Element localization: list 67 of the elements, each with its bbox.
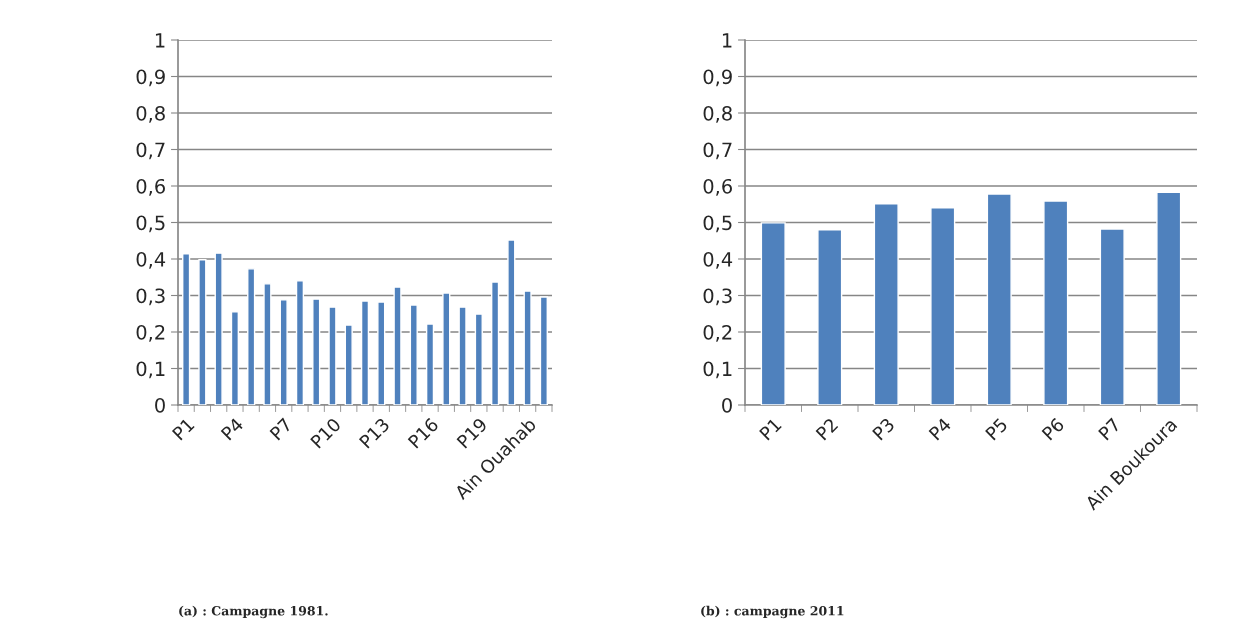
y-tick-label: 0,4 bbox=[703, 251, 733, 269]
y-tick-label: 0,5 bbox=[703, 215, 732, 233]
bar bbox=[458, 306, 467, 405]
y-tick-label: 1 bbox=[155, 33, 165, 48]
y-tick-label: 0,8 bbox=[703, 105, 732, 123]
x-tick-label: P13 bbox=[358, 417, 391, 449]
y-tick-label: 0,9 bbox=[703, 69, 732, 87]
x-tick-label: P1 bbox=[171, 417, 195, 441]
x-tick-label: P4 bbox=[220, 417, 244, 441]
y-tick-label: 0,3 bbox=[136, 288, 165, 306]
bar bbox=[230, 311, 240, 405]
x-tick-label: P4 bbox=[928, 417, 952, 441]
x-tick-label: P2 bbox=[815, 417, 839, 441]
y-tick-label: 0,7 bbox=[703, 142, 732, 160]
y-tick-label: 0 bbox=[722, 397, 732, 413]
bar bbox=[279, 299, 288, 405]
bar bbox=[817, 229, 843, 405]
bar bbox=[873, 203, 899, 405]
x-tick-label: P10 bbox=[310, 417, 342, 449]
y-tick-label: 0,9 bbox=[136, 69, 165, 87]
y-tick-label: 0,5 bbox=[136, 215, 165, 233]
bar bbox=[214, 252, 223, 405]
x-tick-label: P7 bbox=[269, 417, 293, 441]
bar bbox=[182, 253, 191, 405]
bar bbox=[247, 268, 256, 405]
bar bbox=[377, 301, 386, 405]
bar bbox=[507, 239, 516, 405]
bar bbox=[425, 323, 435, 405]
bar bbox=[312, 298, 321, 405]
text: (b) : campagne 2011 bbox=[701, 605, 844, 619]
bar bbox=[1099, 228, 1125, 405]
y-tick-label: 0,3 bbox=[703, 288, 732, 306]
y-tick-label: 0,2 bbox=[703, 324, 732, 342]
bar bbox=[295, 280, 305, 405]
bar bbox=[360, 300, 370, 405]
y-tick-label: 0,2 bbox=[136, 324, 165, 342]
y-tick-label: 1 bbox=[722, 33, 732, 48]
x-tick-label: P1 bbox=[759, 417, 782, 441]
y-tick-label: 0 bbox=[155, 397, 165, 413]
bar bbox=[393, 286, 402, 405]
y-tick-label: 0,7 bbox=[136, 142, 165, 160]
y-tick-label: 0,6 bbox=[136, 178, 165, 196]
bar bbox=[930, 207, 956, 405]
text: (a) : Campagne 1981. bbox=[179, 605, 328, 619]
x-tick-label: P3 bbox=[871, 417, 896, 441]
bar bbox=[1043, 200, 1069, 405]
y-tick-label: 0,1 bbox=[703, 361, 732, 379]
x-tick-label: P16 bbox=[407, 417, 440, 449]
bar bbox=[474, 313, 483, 405]
y-tick-label: 0,8 bbox=[136, 105, 165, 123]
y-tick-label: 0,4 bbox=[136, 251, 166, 269]
bar bbox=[986, 193, 1012, 405]
bar bbox=[760, 222, 786, 405]
bar bbox=[539, 296, 548, 405]
bar bbox=[1156, 191, 1182, 405]
bar bbox=[328, 306, 337, 405]
y-tick-label: 0,1 bbox=[136, 361, 165, 379]
bar bbox=[442, 292, 451, 405]
x-tick-label: P5 bbox=[985, 417, 1009, 441]
bar bbox=[490, 281, 500, 405]
bar bbox=[523, 290, 532, 405]
bar bbox=[409, 304, 418, 405]
bar bbox=[263, 283, 272, 405]
x-tick-label: P6 bbox=[1041, 417, 1065, 441]
bar bbox=[344, 324, 353, 405]
bar bbox=[198, 259, 207, 405]
y-tick-label: 0,6 bbox=[703, 178, 732, 196]
